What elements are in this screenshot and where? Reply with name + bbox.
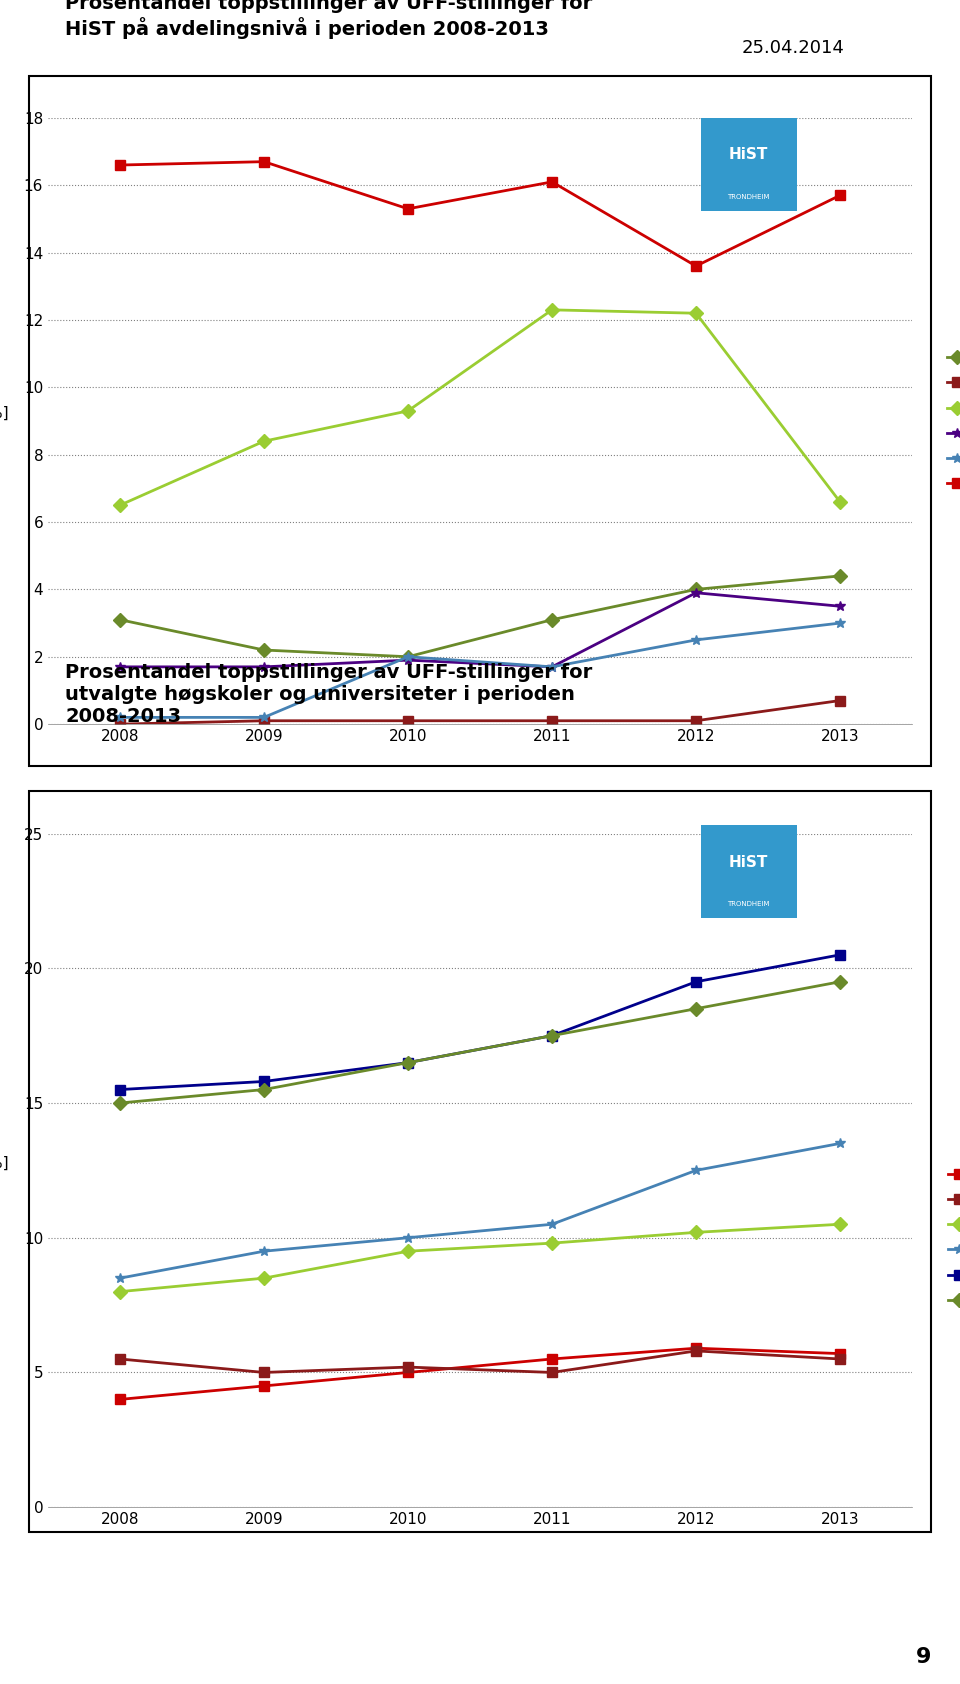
- Text: HiST: HiST: [729, 855, 769, 869]
- Text: TRONDHEIM: TRONDHEIM: [728, 194, 770, 200]
- Legend: AHS, AITeL, ALT, ASP, AFT, HHiT: AHS, AITeL, ALT, ASP, AFT, HHiT: [940, 344, 960, 498]
- Legend: HiST, HiB, HiOA, HiVe, UiA, UiS: HiST, HiB, HiOA, HiVe, UiA, UiS: [942, 1160, 960, 1315]
- Text: 9: 9: [916, 1647, 931, 1667]
- Y-axis label: [%]: [%]: [0, 1155, 10, 1170]
- Text: HiST: HiST: [729, 148, 769, 162]
- Text: TRONDHEIM: TRONDHEIM: [728, 901, 770, 908]
- Y-axis label: [%]: [%]: [0, 406, 10, 421]
- Text: 25.04.2014: 25.04.2014: [742, 39, 845, 57]
- Text: Prosentandel toppstillinger av UFF-stillinger for
utvalgte høgskoler og universi: Prosentandel toppstillinger av UFF-still…: [65, 663, 592, 726]
- Text: Prosentandel toppstillinger av UFF-stillinger for
HiST på avdelingsnivå i period: Prosentandel toppstillinger av UFF-still…: [65, 0, 592, 39]
